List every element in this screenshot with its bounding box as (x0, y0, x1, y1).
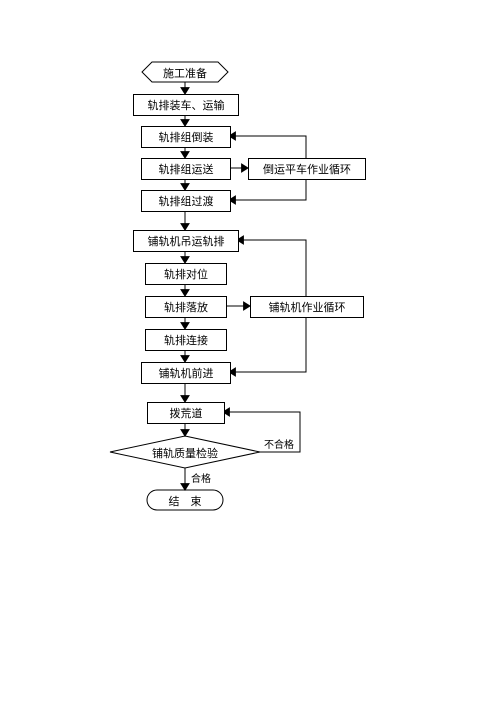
node-dec-label: 铺轨质量检验 (115, 445, 255, 461)
flowchart-canvas: 施工准备轨排装车、运输轨排组倒装轨排组运送 倒运平车作业循环轨排组过渡铺轨机吊运轨… (0, 0, 500, 706)
node-label: 轨排对位 (164, 266, 208, 282)
node-label: 轨排组运送 (159, 161, 214, 177)
node-end-label: 结 束 (115, 493, 255, 509)
node-start-label: 施工准备 (115, 65, 255, 81)
node-n3: 轨排组运送 (141, 158, 231, 180)
node-n9: 铺轨机前进 (141, 362, 231, 384)
node-n4: 轨排组过渡 (141, 190, 231, 212)
node-n6: 轨排对位 (145, 263, 227, 285)
node-label: 倒运平车作业循环 (263, 161, 351, 177)
node-label: 铺轨机吊运轨排 (148, 233, 225, 249)
node-n1: 轨排装车、运输 (133, 94, 239, 116)
node-side2: 铺轨机作业循环 (250, 296, 364, 318)
node-n2: 轨排组倒装 (141, 126, 231, 148)
node-n7: 轨排落放 (145, 296, 227, 318)
node-label: 轨排组倒装 (159, 129, 214, 145)
edge-label-fail: 不合格 (264, 436, 294, 451)
node-label: 轨排落放 (164, 299, 208, 315)
node-label: 轨排装车、运输 (148, 97, 225, 113)
node-side1: 倒运平车作业循环 (248, 158, 366, 180)
node-label: 轨排连接 (164, 332, 208, 348)
node-label: 拨荒道 (170, 405, 203, 421)
edge-label-pass: 合格 (191, 470, 211, 485)
node-label: 轨排组过渡 (159, 193, 214, 209)
node-n5: 铺轨机吊运轨排 (133, 230, 239, 252)
node-n8: 轨排连接 (145, 329, 227, 351)
node-label: 铺轨机作业循环 (269, 299, 346, 315)
node-n10: 拨荒道 (147, 402, 225, 424)
node-label: 铺轨机前进 (159, 365, 214, 381)
